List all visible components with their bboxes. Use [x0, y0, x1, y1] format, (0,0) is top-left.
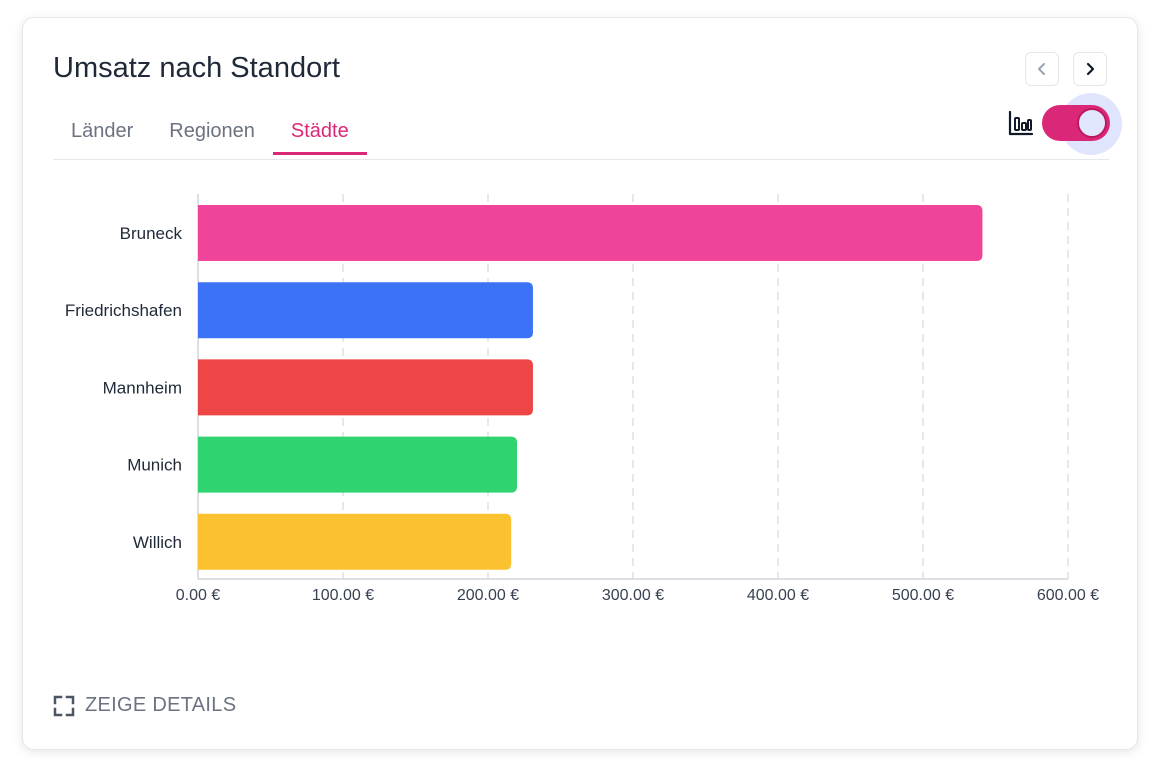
bar-friedrichshafen[interactable]	[198, 282, 533, 339]
tab-staedte[interactable]: Städte	[272, 114, 367, 158]
bar-willich[interactable]	[198, 513, 512, 570]
x-tick-label: 500.00 €	[892, 587, 954, 604]
bar-munich[interactable]	[198, 436, 517, 493]
x-tick-label: 0.00 €	[176, 587, 221, 604]
x-tick-label: 300.00 €	[602, 587, 664, 604]
tab-laender[interactable]: Länder	[71, 120, 134, 142]
chart-view-toggle[interactable]	[1042, 105, 1110, 141]
next-button[interactable]	[1073, 52, 1107, 86]
x-tick-label: 400.00 €	[747, 587, 809, 604]
revenue-card: Umsatz nach Standort Länder Regionen Stä…	[22, 17, 1138, 750]
x-tick-label: 200.00 €	[457, 587, 519, 604]
bar-bruneck[interactable]	[198, 205, 983, 261]
revenue-bar-chart: Bruneck Friedrichshafen Mannheim Munich Will…	[65, 194, 1099, 604]
chevron-left-icon	[1038, 63, 1045, 75]
x-tick-label: 100.00 €	[312, 587, 374, 604]
card-title: Umsatz nach Standort	[53, 52, 340, 84]
show-details-label: ZEIGE DETAILS	[85, 694, 237, 716]
category-label: Friedrichshafen	[65, 301, 182, 320]
chevron-right-icon	[1086, 62, 1095, 76]
category-label: Mannheim	[103, 378, 182, 397]
x-tick-label: 600.00 €	[1037, 587, 1099, 604]
category-label: Munich	[127, 456, 182, 475]
show-details-button[interactable]: ZEIGE DETAILS	[53, 694, 236, 717]
tab-regionen[interactable]: Regionen	[169, 120, 255, 142]
tabs-divider	[53, 159, 1109, 160]
category-label: Willich	[133, 533, 182, 552]
bar-mannheim[interactable]	[198, 359, 533, 416]
category-label: Bruneck	[120, 224, 183, 243]
location-tabs: Länder Regionen Städte	[53, 114, 367, 158]
expand-icon	[53, 695, 75, 716]
toggle-knob	[1077, 108, 1107, 138]
bar-chart-icon	[1008, 110, 1034, 136]
previous-button[interactable]	[1025, 52, 1059, 86]
